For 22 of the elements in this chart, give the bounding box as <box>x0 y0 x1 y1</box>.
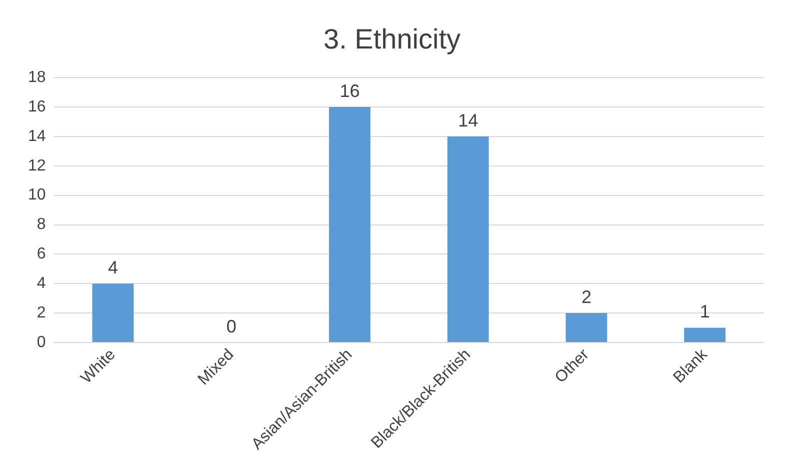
bar <box>447 136 489 342</box>
y-tick-label: 4 <box>36 275 46 292</box>
y-tick-label: 6 <box>36 246 46 263</box>
bar <box>92 284 134 342</box>
y-tick-label: 14 <box>28 128 46 145</box>
data-label: 4 <box>108 258 118 278</box>
data-label: 0 <box>226 316 236 336</box>
data-label: 2 <box>581 287 592 308</box>
bar <box>329 107 370 342</box>
y-tick-label: 0 <box>36 334 46 351</box>
data-label: 16 <box>340 81 360 101</box>
bar <box>684 328 726 342</box>
y-tick-label: 16 <box>28 98 46 116</box>
data-label: 14 <box>458 110 478 130</box>
y-tick-label: 18 <box>28 69 46 86</box>
y-tick-label: 8 <box>36 216 46 234</box>
bar <box>566 313 608 342</box>
y-tick-label: 2 <box>36 304 46 322</box>
y-tick-label: 12 <box>28 157 46 174</box>
y-tick-label: 10 <box>28 186 46 204</box>
chart-title: 3. Ethnicity <box>324 24 460 55</box>
data-label: 1 <box>700 302 710 322</box>
